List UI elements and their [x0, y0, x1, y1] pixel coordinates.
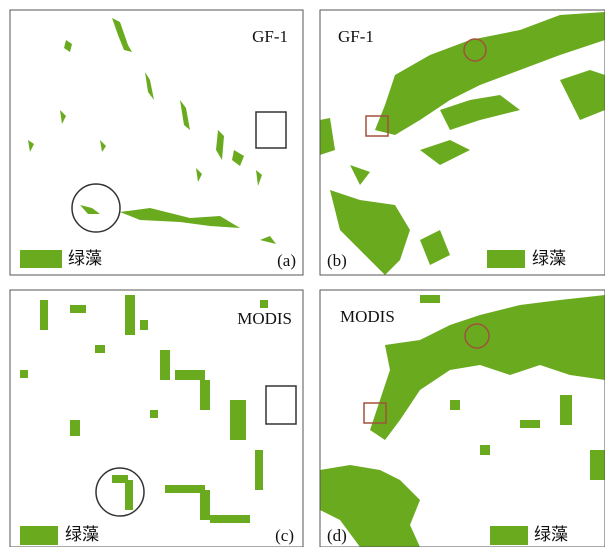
legend-text: 绿藻	[68, 249, 102, 268]
sensor-label: MODIS	[340, 307, 395, 326]
panel-c: MODIS (c) 绿藻	[10, 290, 303, 547]
algae-map	[320, 12, 605, 275]
highlight-box	[256, 112, 286, 148]
panel-frame	[10, 290, 303, 547]
legend-swatch	[20, 250, 62, 268]
legend-swatch	[490, 526, 528, 545]
algae-map	[320, 295, 605, 547]
panel-b: GF-1 (b) 绿藻	[320, 10, 605, 275]
legend-swatch	[20, 526, 58, 545]
panel-a: GF-1 (a) 绿藻	[10, 10, 303, 275]
sensor-label: GF-1	[252, 27, 288, 46]
panel-d: MODIS (d) 绿藻	[320, 290, 605, 547]
highlight-circle	[72, 184, 120, 232]
legend-text: 绿藻	[532, 249, 566, 268]
panel-label: (c)	[275, 526, 294, 545]
panel-frame	[10, 10, 303, 275]
legend-text: 绿藻	[534, 525, 568, 544]
legend-text: 绿藻	[65, 525, 99, 544]
legend-swatch	[487, 250, 525, 268]
sensor-label: GF-1	[338, 27, 374, 46]
panel-label: (a)	[277, 251, 296, 270]
panel-label: (b)	[327, 251, 347, 270]
algae-map	[28, 18, 276, 244]
figure: GF-1 (a) 绿藻 GF-1 (b) 绿藻	[0, 0, 605, 547]
highlight-box	[266, 386, 296, 424]
sensor-label: MODIS	[237, 309, 292, 328]
panel-label: (d)	[327, 526, 347, 545]
